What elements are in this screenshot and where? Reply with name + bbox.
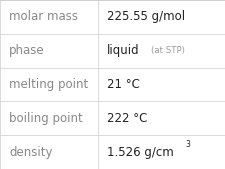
Text: 3: 3 — [184, 140, 189, 149]
Text: boiling point: boiling point — [9, 112, 82, 125]
Text: 21 °C: 21 °C — [107, 78, 140, 91]
Text: 225.55 g/mol: 225.55 g/mol — [107, 10, 185, 23]
Text: melting point: melting point — [9, 78, 88, 91]
Text: 1.526 g/cm: 1.526 g/cm — [107, 146, 173, 159]
Text: phase: phase — [9, 44, 45, 57]
Text: 222 °C: 222 °C — [107, 112, 147, 125]
Text: molar mass: molar mass — [9, 10, 78, 23]
Text: liquid: liquid — [107, 44, 139, 57]
Text: density: density — [9, 146, 52, 159]
Text: (at STP): (at STP) — [151, 46, 184, 55]
